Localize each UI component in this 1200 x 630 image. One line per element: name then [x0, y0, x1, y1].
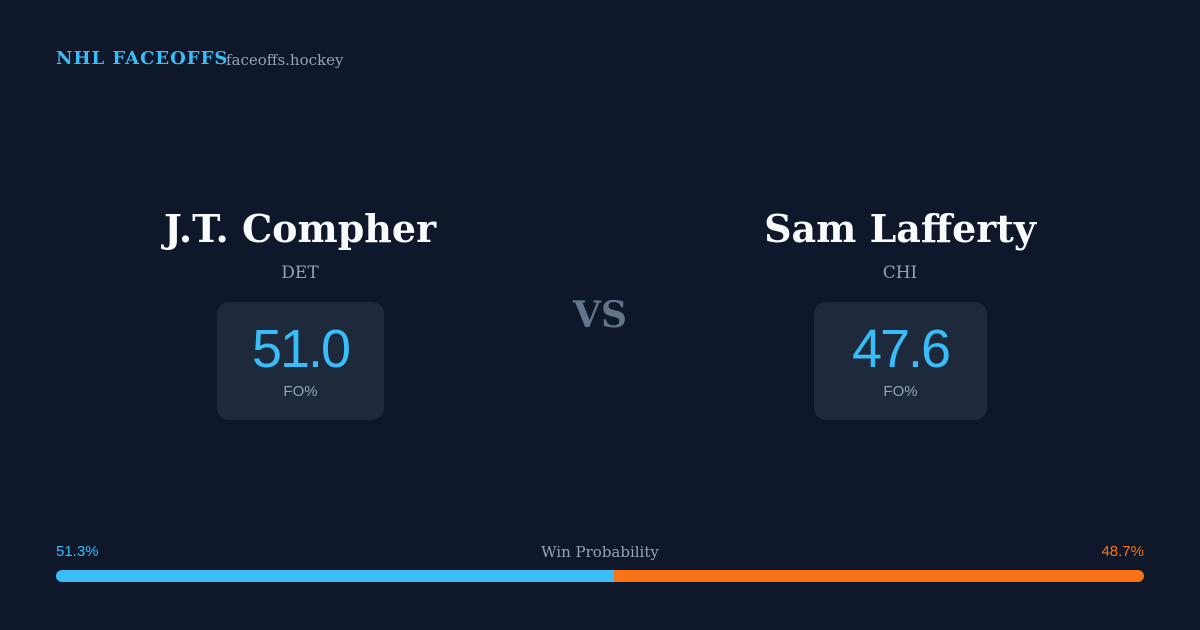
win-prob-bar — [56, 570, 1144, 582]
player-name: Sam Lafferty — [764, 206, 1036, 251]
stat-box: 51.0 FO% — [217, 302, 384, 420]
win-prob-left: 51.3% — [56, 543, 99, 560]
win-prob-right: 48.7% — [1101, 543, 1144, 560]
site: faceoffs.hockey — [226, 51, 344, 69]
stat-label: FO% — [283, 383, 318, 400]
stat-value: 47.6 — [851, 319, 951, 379]
win-prob-segment — [56, 570, 615, 582]
win-prob-title: Win Probability — [541, 543, 659, 561]
stat-box: 47.6 FO% — [814, 302, 987, 420]
win-prob-segment — [614, 570, 1144, 582]
player-team: CHI — [882, 263, 918, 283]
versus: VS — [573, 294, 627, 336]
brand: NHL FACEOFFS — [56, 48, 229, 69]
stat-value: 51.0 — [251, 319, 351, 379]
stat-label: FO% — [883, 383, 918, 400]
player-name: J.T. Compher — [163, 206, 437, 251]
player-team: DET — [281, 263, 319, 283]
